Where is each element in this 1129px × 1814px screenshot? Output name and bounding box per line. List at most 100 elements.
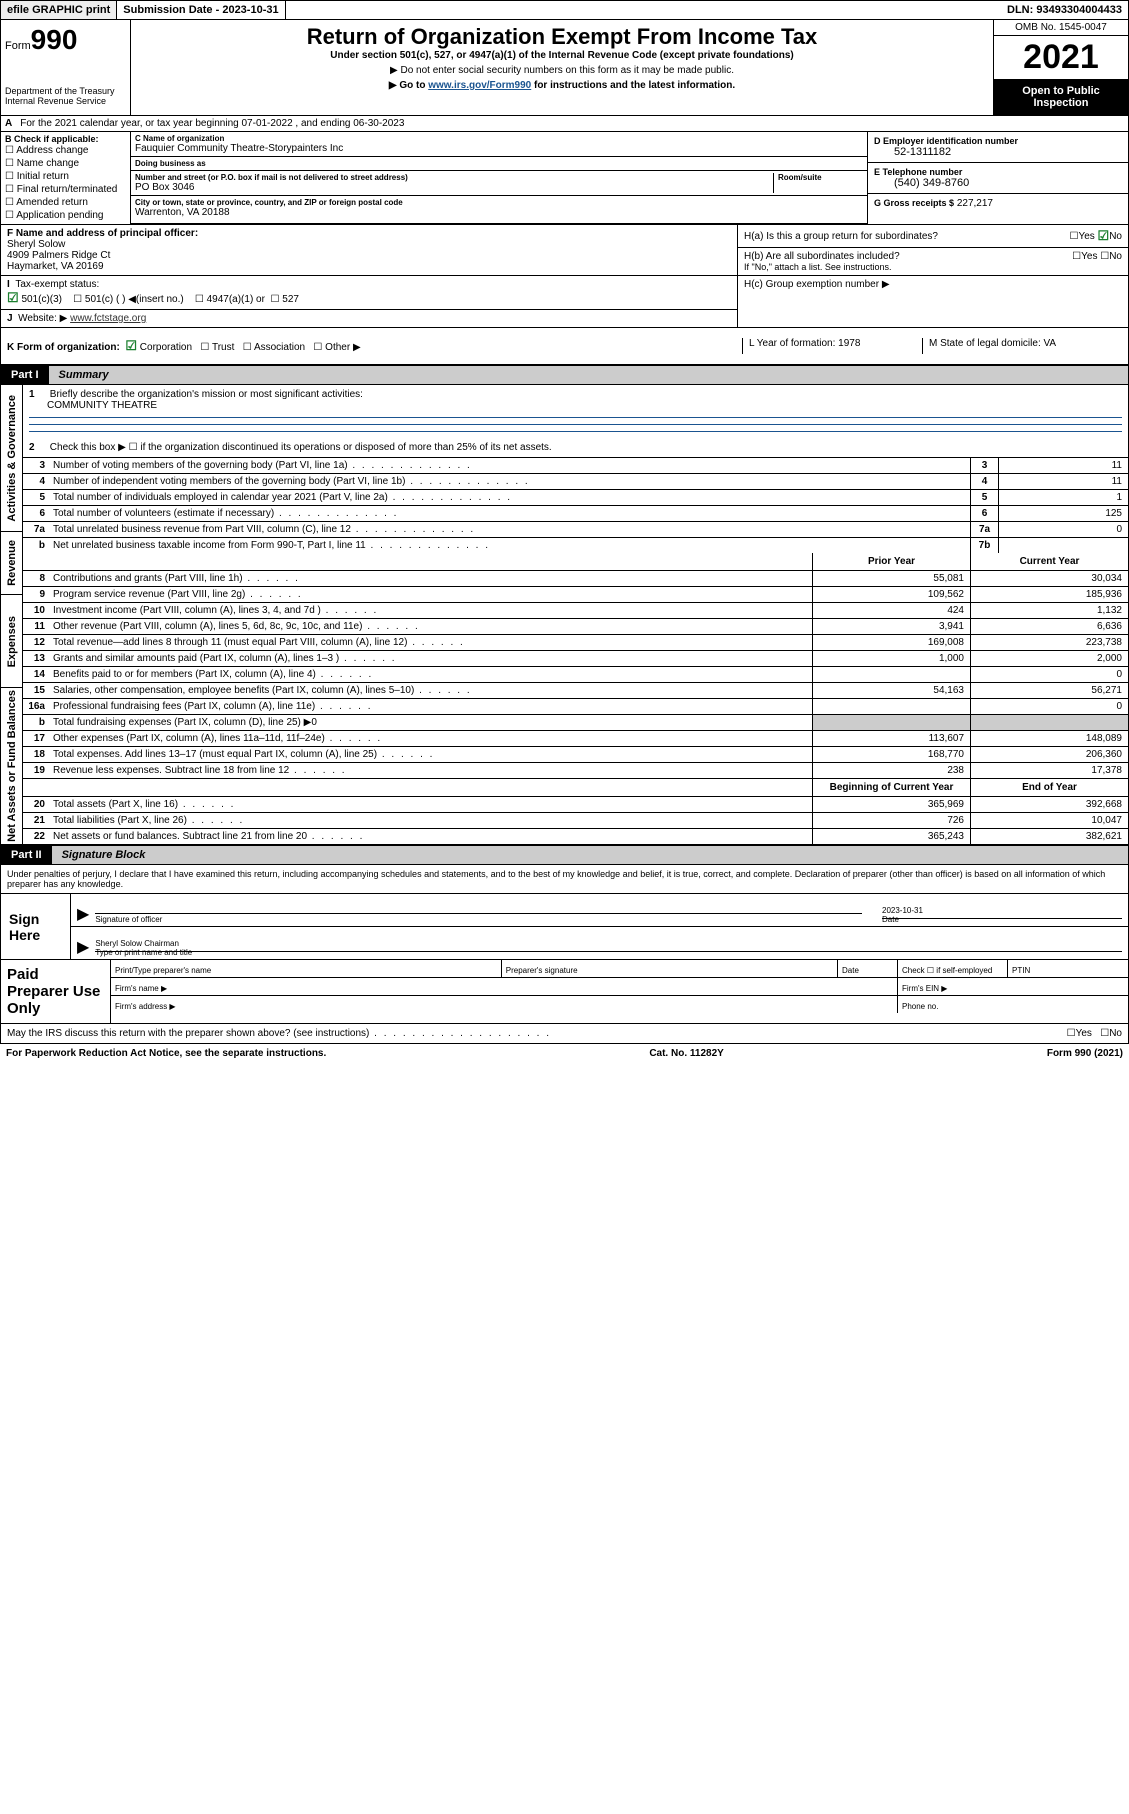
dept-treasury: Department of the Treasury Internal Reve… (5, 86, 126, 106)
cb-initial[interactable]: ☐ Initial return (5, 170, 126, 183)
box-l: L Year of formation: 1978 (742, 338, 922, 354)
header-right: OMB No. 1545-0047 2021 Open to Public In… (993, 20, 1128, 115)
paperwork-notice: For Paperwork Reduction Act Notice, see … (6, 1048, 326, 1059)
line-16b: b Total fundraising expenses (Part IX, c… (23, 715, 1128, 731)
ein: 52-1311182 (874, 146, 1122, 158)
line-19: 19 Revenue less expenses. Subtract line … (23, 763, 1128, 779)
rot-ag: Activities & Governance (4, 393, 20, 524)
sig-officer-line[interactable]: Signature of officer (95, 913, 862, 924)
cb-final[interactable]: ☐ Final return/terminated (5, 183, 126, 196)
arrow-icon: ▶ (77, 904, 89, 924)
ptin-lbl[interactable]: PTIN (1008, 960, 1128, 977)
ha-lbl: H(a) Is this a group return for subordin… (744, 231, 1069, 242)
org-street: PO Box 3046 (135, 182, 773, 193)
col-boy: Beginning of Current Year (812, 779, 970, 796)
officer-name: Sheryl Solow (7, 239, 65, 250)
check-501c3-icon[interactable]: ☑ (7, 290, 19, 305)
irs-link[interactable]: www.irs.gov/Form990 (428, 80, 531, 91)
form-title: Return of Organization Exempt From Incom… (139, 24, 985, 50)
c-name-lbl: C Name of organization (135, 134, 863, 143)
line-11: 11 Other revenue (Part VIII, column (A),… (23, 619, 1128, 635)
irs-discuss-row: May the IRS discuss this return with the… (0, 1024, 1129, 1044)
dln: DLN: 93493304004433 (1001, 1, 1128, 19)
line-22: 22 Net assets or fund balances. Subtract… (23, 829, 1128, 844)
rot-rev: Revenue (4, 538, 20, 588)
phone: (540) 349-8760 (874, 177, 1122, 189)
check-ha-no-icon[interactable]: ☑ (1098, 228, 1110, 244)
box-deg: D Employer identification number 52-1311… (868, 132, 1128, 224)
omb-number: OMB No. 1545-0047 (994, 20, 1128, 36)
cb-address[interactable]: ☐ Address change (5, 144, 126, 157)
form-number: Form990 (5, 24, 126, 56)
part1-name: Part I (1, 366, 49, 384)
paid-preparer-label: Paid Preparer Use Only (1, 960, 111, 1023)
goto-link: ▶ Go to www.irs.gov/Form990 for instruct… (139, 80, 985, 91)
sig-date: 2023-10-31 Date (882, 918, 1122, 924)
paid-preparer-block: Paid Preparer Use Only Print/Type prepar… (0, 960, 1129, 1024)
line-14: 14 Benefits paid to or for members (Part… (23, 667, 1128, 683)
firm-phone[interactable]: Phone no. (898, 996, 1128, 1013)
cb-amended[interactable]: ☐ Amended return (5, 196, 126, 209)
line-17: 17 Other expenses (Part IX, column (A), … (23, 731, 1128, 747)
summary-line-4: 4 Number of independent voting members o… (23, 474, 1128, 490)
g-lbl: G Gross receipts $ (874, 198, 954, 208)
row-fh: F Name and address of principal officer:… (0, 225, 1129, 328)
prep-name-lbl[interactable]: Print/Type preparer's name (111, 960, 502, 977)
org-city: Warrenton, VA 20188 (135, 207, 863, 218)
footer: For Paperwork Reduction Act Notice, see … (0, 1044, 1129, 1063)
prep-sig-lbl[interactable]: Preparer's signature (502, 960, 838, 977)
hb-note: If "No," attach a list. See instructions… (744, 262, 1122, 272)
col-hdr-py-cy: Prior Year Current Year (23, 553, 1128, 571)
line-16a: 16a Professional fundraising fees (Part … (23, 699, 1128, 715)
box-c: C Name of organization Fauquier Communit… (131, 132, 868, 224)
efile-label: efile GRAPHIC print (1, 1, 117, 19)
part2-header: Part II Signature Block (0, 845, 1129, 865)
line-13: 13 Grants and similar amounts paid (Part… (23, 651, 1128, 667)
box-m: M State of legal domicile: VA (922, 338, 1122, 354)
part1-title: Summary (49, 366, 1128, 384)
e-lbl: E Telephone number (874, 167, 1122, 177)
ssn-note: ▶ Do not enter social security numbers o… (139, 65, 985, 76)
d-lbl: D Employer identification number (874, 136, 1122, 146)
firm-name[interactable]: Firm's name ▶ (111, 978, 898, 995)
arrow-icon: ▶ (77, 937, 89, 957)
prep-selfemp[interactable]: Check ☐ if self-employed (898, 960, 1008, 977)
cb-pending[interactable]: ☐ Application pending (5, 209, 126, 222)
c-room-lbl: Room/suite (778, 173, 863, 182)
c-street-lbl: Number and street (or P.O. box if mail i… (135, 173, 773, 182)
summary-line-7a: 7a Total unrelated business revenue from… (23, 522, 1128, 538)
box-h: H(a) Is this a group return for subordin… (738, 225, 1128, 327)
sig-name-line: Sheryl Solow Chairman Type or print name… (95, 951, 1122, 957)
form-subtitle: Under section 501(c), 527, or 4947(a)(1)… (139, 50, 985, 61)
part2-name: Part II (1, 846, 52, 864)
sign-here-label: Sign Here (1, 894, 71, 959)
summary-line-7b: b Net unrelated business taxable income … (23, 538, 1128, 553)
header-left: Form990 Department of the Treasury Inter… (1, 20, 131, 115)
row-klm: K Form of organization: ☑ Corporation ☐ … (0, 328, 1129, 365)
row-a: A For the 2021 calendar year, or tax yea… (0, 116, 1129, 132)
firm-ein[interactable]: Firm's EIN ▶ (898, 978, 1128, 995)
sign-here-block: Sign Here ▶ Signature of officer 2023-10… (0, 893, 1129, 960)
row-a-label: A (1, 116, 16, 131)
line-21: 21 Total liabilities (Part X, line 26) 7… (23, 813, 1128, 829)
box-i: I Tax-exempt status: ☑ 501(c)(3) ☐ 501(c… (1, 276, 737, 310)
header-mid: Return of Organization Exempt From Incom… (131, 20, 993, 115)
box-k: K Form of organization: ☑ Corporation ☐ … (7, 338, 742, 354)
website-link[interactable]: www.fctstage.org (70, 313, 146, 324)
firm-addr[interactable]: Firm's address ▶ (111, 996, 898, 1013)
cb-namechange[interactable]: ☐ Name change (5, 157, 126, 170)
line-9: 9 Program service revenue (Part VIII, li… (23, 587, 1128, 603)
officer-addr2: Haymarket, VA 20169 (7, 261, 104, 272)
line2-text: Check this box ▶ ☐ if the organization d… (50, 442, 552, 453)
open-inspection: Open to Public Inspection (994, 79, 1128, 115)
hc-lbl: H(c) Group exemption number ▶ (738, 276, 1128, 293)
check-corp-icon[interactable]: ☑ (125, 338, 137, 353)
box-b-hdr: B Check if applicable: (5, 134, 126, 144)
box-b: B Check if applicable: ☐ Address change … (1, 132, 131, 224)
prep-date-lbl[interactable]: Date (838, 960, 898, 977)
col-prior: Prior Year (812, 553, 970, 570)
hb-lbl: H(b) Are all subordinates included? (744, 251, 1072, 262)
form-header: Form990 Department of the Treasury Inter… (0, 20, 1129, 116)
cat-no: Cat. No. 11282Y (649, 1048, 723, 1059)
box-j: J Website: ▶ www.fctstage.org (1, 310, 737, 327)
